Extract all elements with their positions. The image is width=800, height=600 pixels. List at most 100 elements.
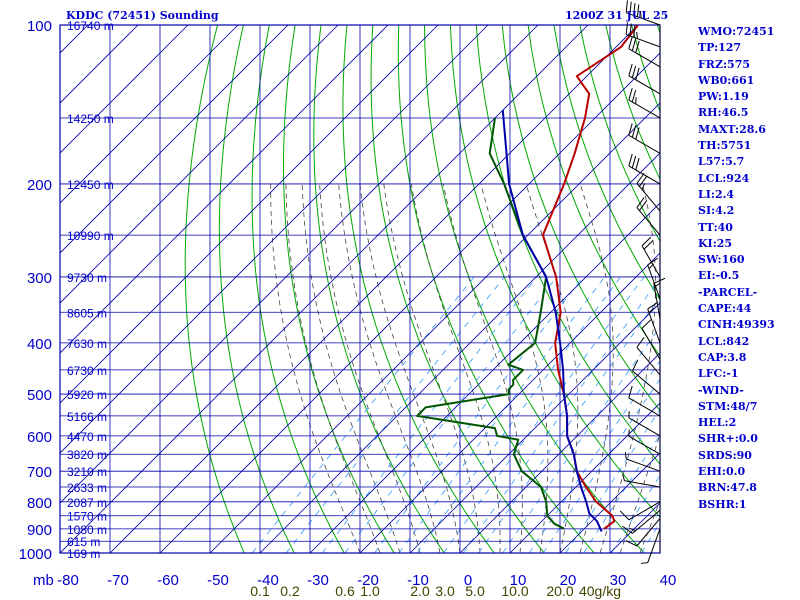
wind-barb (625, 22, 661, 48)
wind-barb-staff (626, 12, 661, 26)
wind-barb-staff (647, 264, 661, 299)
wind-barb-flag (625, 540, 638, 547)
pressure-tick-label: 900 (27, 522, 52, 539)
wind-barb-flag (641, 319, 652, 329)
index-value: BRN:47.8 (698, 481, 757, 495)
mixing-ratio-label: 40g/kg (579, 583, 621, 599)
index-value: L57:5.7 (698, 155, 745, 169)
isotherm (60, 25, 539, 504)
isotherm (60, 25, 339, 304)
wind-barb-flag (628, 36, 633, 49)
wind-barb (625, 0, 661, 26)
moist-adiabat (319, 183, 421, 553)
index-value: CAPE:44 (698, 302, 752, 316)
height-label: 615 m (67, 535, 100, 549)
pressure-tick-label: 400 (27, 336, 52, 353)
wind-barb (619, 501, 661, 521)
index-value: LFC:-1 (698, 367, 739, 381)
index-value: LI:2.4 (698, 187, 735, 201)
wind-barb-staff (624, 480, 661, 488)
mixing-ratio-label: 10.0 (501, 583, 528, 599)
wind-barb (636, 173, 661, 212)
mixing-ratio-label: 0.2 (280, 583, 300, 599)
pressure-tick-label: 500 (27, 387, 52, 404)
height-label: 5166 m (67, 410, 107, 424)
wind-barb (628, 385, 661, 417)
index-value: BSHR:1 (698, 497, 747, 511)
isotherm (459, 352, 660, 553)
index-value: EHI:0.0 (698, 465, 746, 479)
wind-barb-staff (628, 397, 661, 417)
wind-barb-flag (631, 155, 637, 169)
wind-barb-flag (631, 125, 637, 138)
wind-barb-flag (628, 153, 633, 167)
wind-barb (625, 518, 661, 547)
index-value: WMO:72451 (698, 25, 775, 38)
isotherm (259, 152, 660, 553)
temperature-tick-label: -50 (207, 572, 229, 589)
temperature-tick-label: -20 (357, 572, 379, 589)
pressure-tick-label: 1000 (19, 546, 52, 563)
wind-barb-flag (639, 176, 648, 187)
wind-barb-flag (628, 385, 633, 399)
mixing-ratio-label: 20.0 (546, 583, 573, 599)
wind-barb-flag (619, 510, 630, 521)
wind-barb-flag (631, 359, 639, 372)
wind-barb (628, 429, 661, 455)
wind-barb (640, 528, 661, 564)
wind-barb-flag (636, 337, 645, 348)
wind-barb-flag (654, 282, 661, 288)
wind-barb-column (619, 0, 666, 564)
wind-barb-flag (635, 127, 640, 140)
mixing-ratio-label: 1.0 (360, 583, 380, 599)
pressure-tick-label: 300 (27, 270, 52, 287)
temperature-tick-label: -80 (57, 572, 79, 589)
isotherm (309, 202, 660, 553)
wind-barb-staff (636, 207, 661, 236)
isotherm (60, 25, 389, 354)
wind-barb-staff (653, 283, 661, 319)
wind-barb-staff (636, 518, 661, 547)
mixing-ratio-label: 5.0 (465, 583, 485, 599)
wind-barb-flag (635, 157, 640, 171)
wind-barb-flag (625, 0, 628, 13)
height-label: 169 m (67, 547, 100, 561)
index-value: KI:25 (698, 236, 733, 250)
height-label: 8605 m (67, 306, 107, 320)
wind-barb-staff (632, 370, 661, 395)
index-value: WB0:661 (698, 73, 755, 87)
temperature-tick-label: -30 (307, 572, 329, 589)
mixing-ratio-label: 0.1 (250, 583, 270, 599)
wind-barb-staff (626, 34, 661, 48)
wind-barb-flag (631, 89, 637, 103)
wind-barb-staff (641, 328, 661, 360)
isotherm (559, 452, 660, 553)
wind-barb-flag (641, 183, 646, 190)
wind-barb-staff (632, 509, 661, 534)
height-label: 2633 m (67, 481, 107, 495)
moist-adiabat (270, 183, 361, 553)
index-value: SW:160 (698, 253, 745, 267)
temperature-trace (541, 25, 639, 530)
wind-barb-flag (635, 67, 640, 80)
height-label: 4470 m (67, 430, 107, 444)
wind-barb-flag (628, 123, 633, 136)
wind-barb-flag (647, 257, 659, 266)
wind-barb-staff (628, 165, 661, 185)
wind-barb-staff (626, 458, 661, 472)
isotherm (60, 25, 239, 204)
index-value: RH:46.5 (698, 106, 749, 120)
wind-barb-flag (628, 87, 633, 101)
wind-barb-flag (636, 173, 645, 184)
wind-barb-flag (629, 1, 632, 15)
isotherm (209, 102, 660, 553)
temperature-tick-label: 20 (560, 572, 577, 589)
wind-barb (628, 123, 661, 154)
wind-barb-staff (647, 528, 661, 563)
wind-barb (631, 359, 661, 395)
wind-barb-flag (625, 22, 628, 35)
wind-barb-flag (639, 200, 648, 211)
wind-barb-flag (639, 11, 642, 19)
mixing-ratio-label: 2.0 (410, 583, 430, 599)
